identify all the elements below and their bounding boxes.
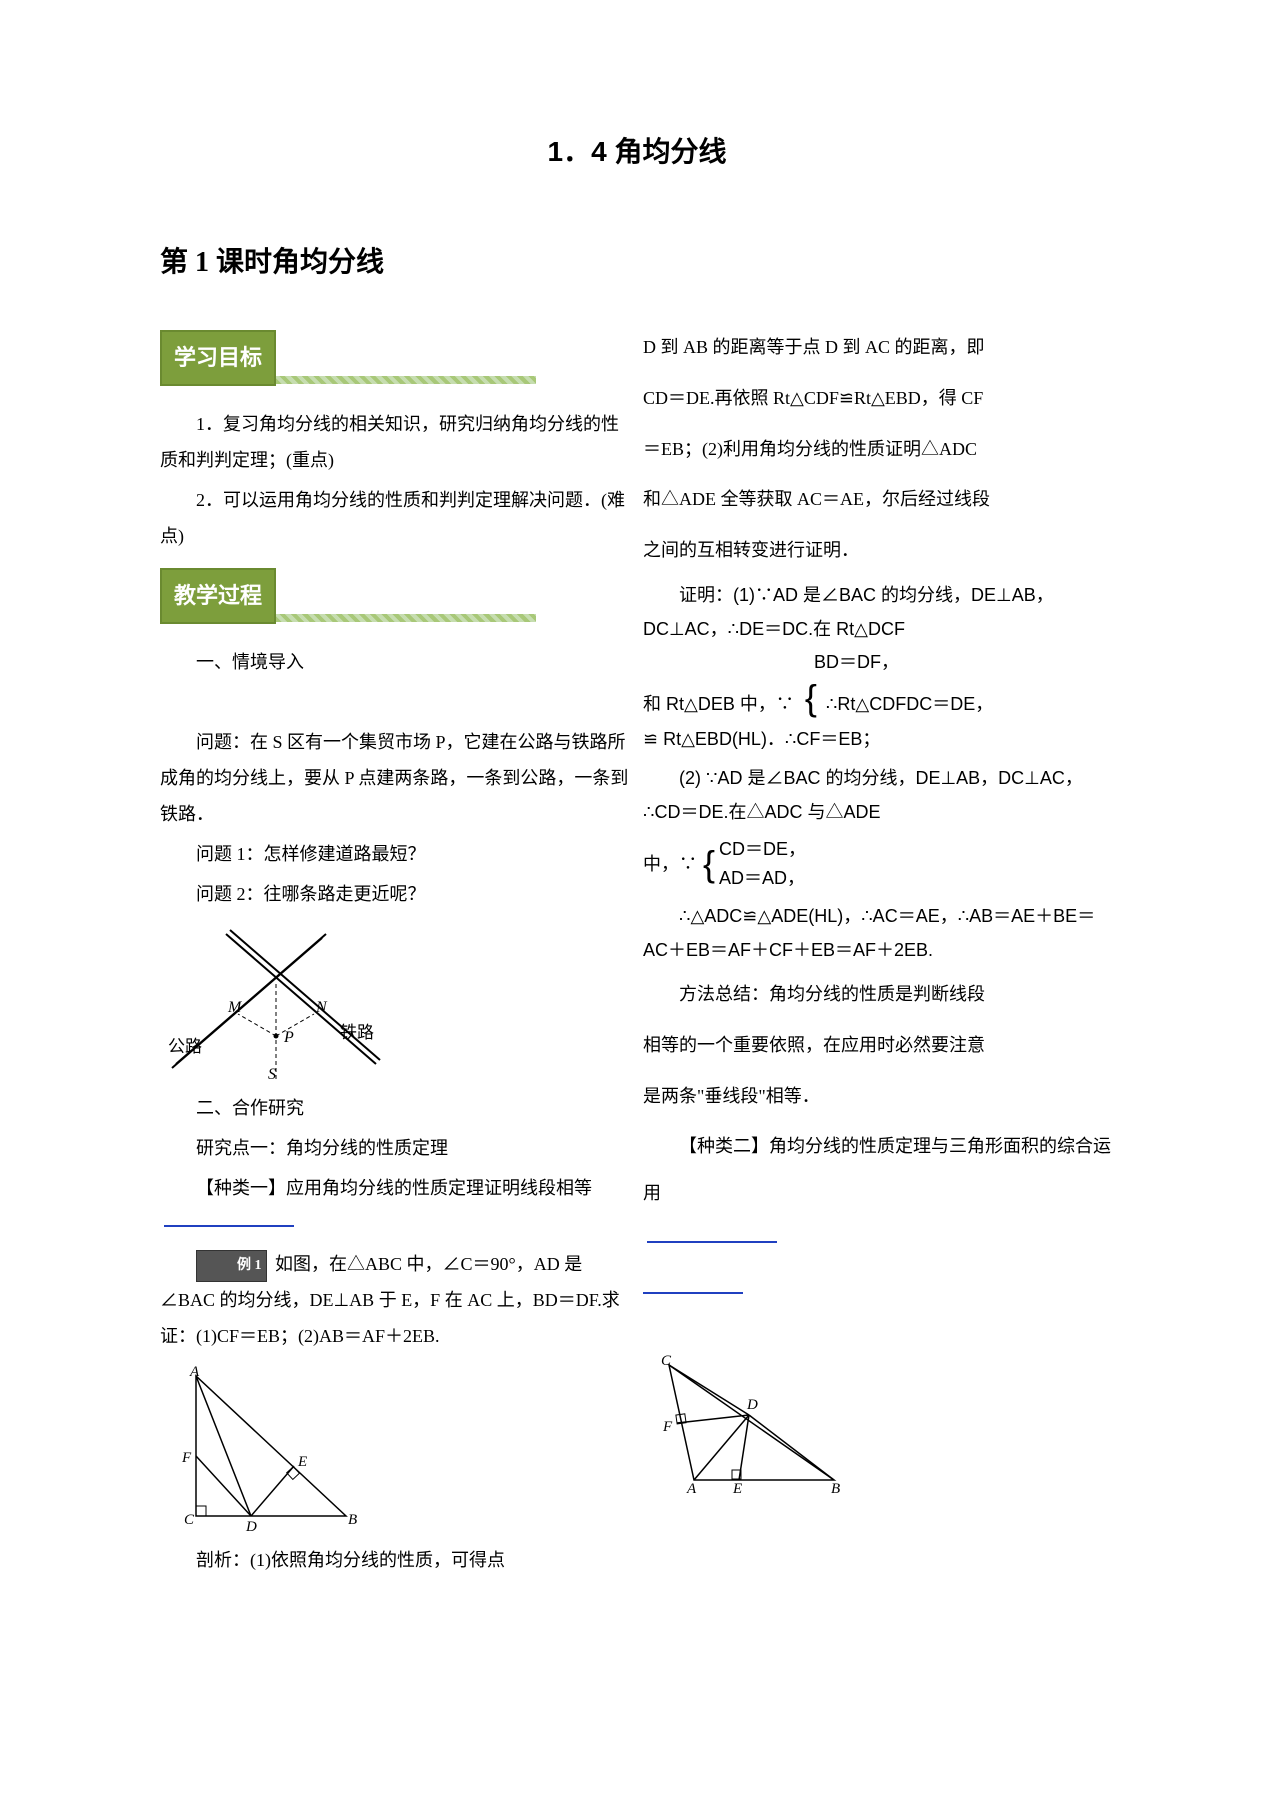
d2-f: F <box>181 1450 192 1466</box>
left-column: 学习目标 1．复习角均分线的相关知识，研究归纳角均分线的性质和判判定理；(重点)… <box>160 320 631 1582</box>
process-banner: 教学过程 <box>160 566 536 626</box>
proof-line-5: ∴△ADC≌△ADE(HL)，∴AC＝AE，∴AB＝AE＋BE＝AC＋EB＝AF… <box>643 899 1114 967</box>
road-rail-diagram: M N P S 公路 铁路 <box>166 924 631 1084</box>
d2-b: B <box>348 1512 357 1528</box>
type-2-underline <box>647 1241 777 1243</box>
right-column: D 到 AB 的距离等于点 D 到 AC 的距离，即 CD＝DE.再依照 Rt△… <box>643 320 1114 1582</box>
section-2-heading: 二、合作研究 <box>160 1090 631 1126</box>
diagram1-label-m: M <box>227 999 243 1016</box>
proof-line-1: 证明：(1)∵AD 是∠BAC 的均分线，DE⊥AB，DC⊥AC，∴DE＝DC.… <box>643 578 1114 646</box>
spacer <box>160 684 631 720</box>
page-title: 1．4 角均分线 <box>160 130 1114 170</box>
d2-d: D <box>245 1519 257 1535</box>
method-summary-3: 是两条"垂线段"相等． <box>643 1073 1114 1120</box>
triangle-abc-diagram: A B C D E F <box>166 1366 631 1536</box>
example-1: 例 1 如图，在△ABC 中，∠C＝90°，AD 是∠BAC 的均分线，DE⊥A… <box>160 1246 631 1354</box>
d3-c: C <box>661 1355 672 1369</box>
proof-line-4: (2) ∵AD 是∠BAC 的均分线，DE⊥AB，DC⊥AC，∴CD＝DE.在△… <box>643 761 1114 829</box>
scenario-question-2: 问题 2：往哪条路走更近呢？ <box>160 876 631 912</box>
d2-c: C <box>184 1512 195 1528</box>
scenario-paragraph: 问题：在 S 区有一个集贸市场 P，它建在公路与铁路所成角的均分线上，要从 P … <box>160 724 631 832</box>
proof-line-2: 和 Rt△DEB 中，∵ { ∴Rt△CDFDC＝DE， <box>643 680 1114 717</box>
brace-icon: { <box>805 677 817 718</box>
diagram1-label-rail: 铁路 <box>340 1023 374 1042</box>
goal-2: 2．可以运用角均分线的性质和判判定理解决问题．(难点) <box>160 482 631 554</box>
analysis-line-5: 之间的互相转变进行证明． <box>643 527 1114 574</box>
proof-brace-b: AD＝AD， <box>719 864 806 893</box>
type-2-underline-2 <box>643 1292 743 1294</box>
d3-a: A <box>686 1481 697 1495</box>
analysis-line-4: 和△ADE 全等获取 AC＝AE，尔后经过线段 <box>643 476 1114 523</box>
proof-brace-lines: CD＝DE， AD＝AD， <box>719 835 806 893</box>
goals-banner: 学习目标 <box>160 328 536 388</box>
two-column-layout: 学习目标 1．复习角均分线的相关知识，研究归纳角均分线的性质和判判定理；(重点)… <box>160 320 1114 1582</box>
diagram1-label-road: 公路 <box>168 1037 202 1056</box>
spacer <box>643 1319 1114 1343</box>
analysis-line-3: ＝EB；(2)利用角均分线的性质证明△ADC <box>643 426 1114 473</box>
proof-brace-top: BD＝DF， <box>643 650 1114 675</box>
d2-a: A <box>189 1366 200 1380</box>
process-banner-tail <box>276 614 536 622</box>
type-1-heading: 【种类一】应用角均分线的性质定理证明线段相等 <box>160 1170 631 1242</box>
proof-line-2-pre: 和 Rt△DEB 中，∵ <box>643 694 794 714</box>
method-summary-2: 相等的一个重要依照，在应用时必然要注意 <box>643 1022 1114 1069</box>
proof-brace-a: CD＝DE， <box>719 835 806 864</box>
goals-banner-tail <box>276 376 536 384</box>
d3-d: D <box>746 1397 758 1413</box>
lesson-subtitle: 第 1 课时角均分线 <box>160 240 1114 280</box>
type-1-underline <box>164 1225 294 1227</box>
brace-icon: { <box>703 846 715 882</box>
diagram1-label-n: N <box>315 999 328 1016</box>
type-2-heading: 【种类二】角均分线的性质定理与三角形面积的综合运用 <box>643 1123 1114 1263</box>
goal-1: 1．复习角均分线的相关知识，研究归纳角均分线的性质和判判定理；(重点) <box>160 406 631 478</box>
triangle-cab-diagram: C A B D E F <box>649 1355 1114 1495</box>
d2-e: E <box>297 1454 307 1470</box>
scenario-question-1: 问题 1：怎样修建道路最短？ <box>160 836 631 872</box>
d3-b: B <box>831 1481 840 1495</box>
type-2-text: 【种类二】角均分线的性质定理与三角形面积的综合运用 <box>643 1123 1114 1217</box>
analysis-line-2: CD＝DE.再依照 Rt△CDF≌Rt△EBD，得 CF <box>643 375 1114 422</box>
research-point-1: 研究点一：角均分线的性质定理 <box>160 1130 631 1166</box>
document-page: 1．4 角均分线 第 1 课时角均分线 学习目标 1．复习角均分线的相关知识，研… <box>0 0 1274 1662</box>
d3-e: E <box>732 1481 742 1495</box>
type-1-text: 【种类一】应用角均分线的性质定理证明线段相等 <box>160 1170 592 1206</box>
goals-banner-label: 学习目标 <box>160 330 276 386</box>
example-1-badge: 例 1 <box>196 1250 267 1282</box>
proof-line-3: ≌ Rt△EBD(HL)．∴CF＝EB； <box>643 721 1114 757</box>
analysis-line-1: D 到 AB 的距离等于点 D 到 AC 的距离，即 <box>643 324 1114 371</box>
diagram1-label-p: P <box>283 1029 294 1046</box>
process-banner-label: 教学过程 <box>160 568 276 624</box>
diagram1-label-s: S <box>268 1066 276 1083</box>
proof-brace-block: 中，∵ { CD＝DE， AD＝AD， <box>643 835 1114 893</box>
method-summary-1: 方法总结：角均分线的性质是判断线段 <box>643 971 1114 1018</box>
d3-f: F <box>662 1419 673 1435</box>
section-1-heading: 一、情境导入 <box>160 644 631 680</box>
analysis-prefix: 剖析：(1)依照角均分线的性质，可得点 <box>160 1542 631 1578</box>
proof-brace-pre: 中，∵ <box>643 841 697 888</box>
type-2-underline-2-row <box>643 1268 1114 1315</box>
proof-line-2-post: ∴Rt△CDFDC＝DE， <box>826 694 993 714</box>
